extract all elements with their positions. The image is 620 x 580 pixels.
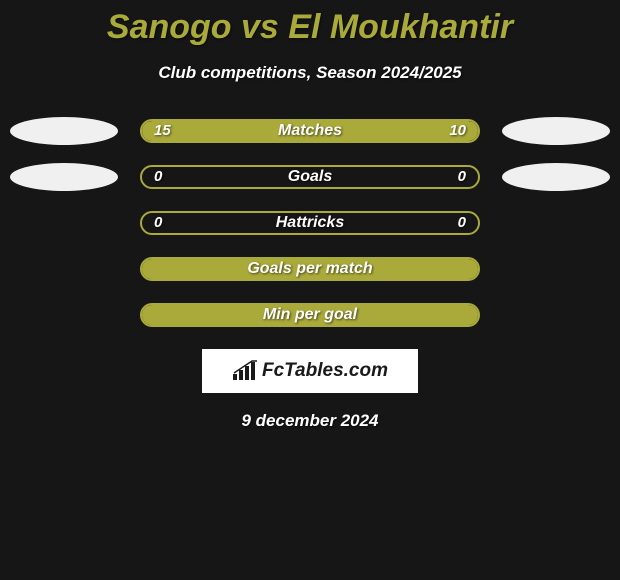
- stat-value-right: 10: [449, 121, 466, 141]
- snapshot-date: 9 december 2024: [0, 411, 620, 431]
- player-left-marker: [10, 117, 118, 145]
- stat-row: Goals per match: [0, 257, 620, 281]
- page-subtitle: Club competitions, Season 2024/2025: [0, 63, 620, 83]
- player-right-marker: [502, 117, 610, 145]
- stat-bar-goals: 0 Goals 0: [140, 165, 480, 189]
- stat-label: Matches: [142, 121, 478, 141]
- stat-row: Min per goal: [0, 303, 620, 327]
- stat-value-right: 0: [458, 167, 466, 187]
- page-title: Sanogo vs El Moukhantir: [0, 0, 620, 47]
- stat-label: Min per goal: [142, 305, 478, 325]
- stat-row: 0 Goals 0: [0, 165, 620, 189]
- player-right-marker: [502, 163, 610, 191]
- stat-bar-hattricks: 0 Hattricks 0: [140, 211, 480, 235]
- comparison-chart: 15 Matches 10 0 Goals 0 0: [0, 119, 620, 327]
- stat-value-right: 0: [458, 213, 466, 233]
- stat-row: 0 Hattricks 0: [0, 211, 620, 235]
- stat-row: 15 Matches 10: [0, 119, 620, 143]
- stat-bar-goals-per-match: Goals per match: [140, 257, 480, 281]
- stat-bar-matches: 15 Matches 10: [140, 119, 480, 143]
- bar-chart-icon: [232, 360, 258, 382]
- stat-label: Hattricks: [142, 213, 478, 233]
- attribution-logo: FcTables.com: [202, 349, 418, 393]
- attribution-text: FcTables.com: [262, 360, 388, 382]
- stat-label: Goals: [142, 167, 478, 187]
- stat-label: Goals per match: [142, 259, 478, 279]
- player-left-marker: [10, 163, 118, 191]
- stat-bar-min-per-goal: Min per goal: [140, 303, 480, 327]
